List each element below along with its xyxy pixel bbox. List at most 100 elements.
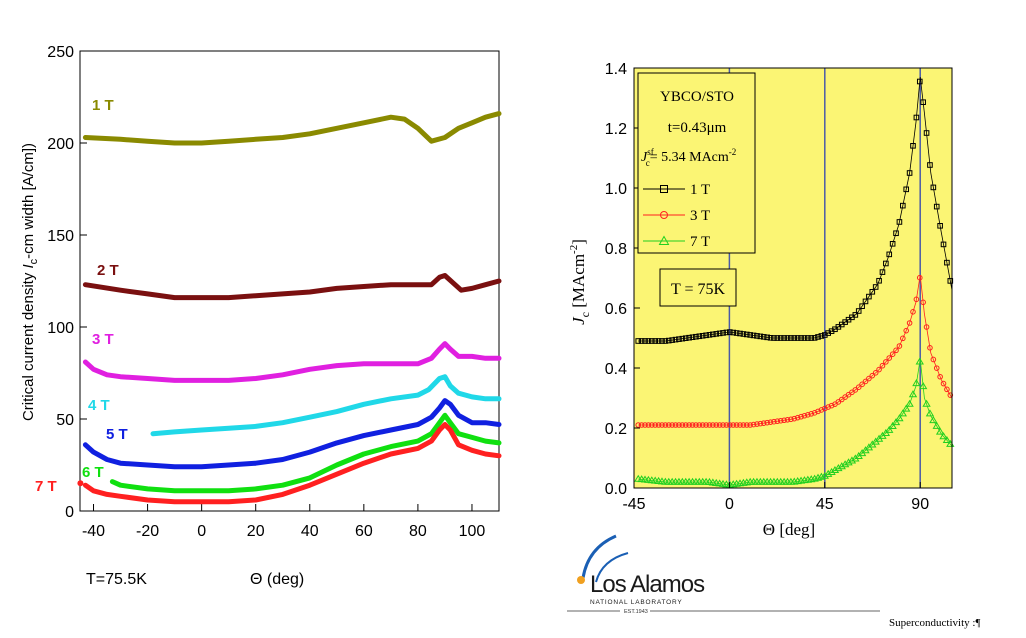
logo-established: EST.1943 <box>624 609 648 615</box>
right-data-point <box>820 471 829 479</box>
right-data-point <box>798 335 804 341</box>
right-data-point <box>923 324 930 330</box>
left-y-axis-label: Critical current density Ic-cm width [A/… <box>20 143 40 421</box>
right-data-point <box>676 422 682 428</box>
right-data-point <box>947 392 954 398</box>
right-data-point <box>906 320 913 326</box>
right-data-point <box>754 421 760 427</box>
logo-name: Los Alamos <box>590 571 705 598</box>
right-data-point <box>929 416 938 424</box>
right-data-point <box>658 235 670 245</box>
logo-emblem-icon <box>577 534 629 584</box>
right-data-point <box>662 338 669 344</box>
right-data-point <box>669 422 675 428</box>
right-data-point <box>893 347 899 354</box>
right-chart: 0.0 0.2 0.4 0.6 0.8 1.0 1.2 1.4 -45 0 45 90 YBCO/S… <box>568 61 955 539</box>
right-data-point <box>713 331 720 337</box>
right-data-point <box>682 422 689 428</box>
right-x-tick-label: -45 <box>622 496 645 513</box>
right-data-point <box>930 184 937 191</box>
right-data-point <box>940 241 947 248</box>
right-series-markers <box>635 274 954 428</box>
right-data-point <box>649 422 655 428</box>
right-data-point <box>777 417 784 424</box>
right-data-point <box>706 422 713 428</box>
left-series <box>77 111 502 505</box>
right-data-point <box>730 422 737 428</box>
right-x-tick-label: 90 <box>911 496 929 513</box>
right-data-point <box>811 335 818 341</box>
right-data-point <box>844 458 853 466</box>
left-series-line <box>82 422 502 505</box>
right-data-point <box>764 419 770 426</box>
right-data-point <box>872 370 879 376</box>
right-data-point <box>665 422 672 428</box>
right-data-point <box>794 414 801 421</box>
right-data-point <box>933 203 940 210</box>
right-x-ticks: -45 0 45 90 <box>622 482 929 513</box>
right-data-point <box>940 380 947 387</box>
right-data-point <box>885 425 894 433</box>
right-data-point <box>869 289 876 295</box>
right-data-point <box>935 427 945 435</box>
right-data-point <box>679 422 686 428</box>
right-data-point <box>923 130 930 136</box>
left-x-ticks: -40 -20 0 20 40 60 80 100 <box>82 504 485 540</box>
right-data-point <box>747 422 753 428</box>
legend-entry-label: 7 T <box>690 234 710 250</box>
right-data-point <box>862 378 869 385</box>
legend-entry-label: 1 T <box>690 182 710 198</box>
right-data-point <box>696 422 703 428</box>
left-series-label: 4 T <box>88 397 110 414</box>
right-data-point <box>900 202 906 209</box>
right-data-point <box>818 333 825 339</box>
right-data-point <box>740 331 747 337</box>
right-data-point <box>947 278 954 284</box>
right-data-point <box>682 335 689 341</box>
legend-self-field-jc: Jsf c= 5.34 MAcm-2 <box>641 147 736 168</box>
right-data-point <box>903 186 910 193</box>
left-series-label: 7 T <box>35 478 57 495</box>
right-data-point <box>912 379 921 387</box>
right-data-point <box>920 299 926 306</box>
right-data-point <box>760 334 767 340</box>
right-y-tick-label: 0.2 <box>605 421 627 438</box>
left-y-tick-label: 200 <box>47 136 74 153</box>
logo-arc <box>581 534 617 579</box>
temperature-box <box>659 268 737 307</box>
right-data-point <box>828 402 835 409</box>
right-data-point <box>754 333 760 339</box>
right-y-ticks: 0.0 0.2 0.4 0.6 0.8 1.0 1.2 1.4 <box>605 61 640 498</box>
right-data-point <box>898 409 907 417</box>
right-data-point <box>659 422 665 428</box>
right-data-point <box>672 422 679 428</box>
left-series-line <box>82 111 502 146</box>
right-data-point <box>908 390 918 398</box>
right-data-point <box>798 413 804 420</box>
right-data-point <box>944 259 950 266</box>
right-data-point <box>710 331 716 338</box>
right-data-point <box>723 422 730 428</box>
right-data-point <box>720 330 726 336</box>
right-data-point <box>750 421 757 428</box>
right-data-point <box>659 338 665 344</box>
right-data-point <box>913 114 920 121</box>
right-data-point <box>913 296 920 303</box>
right-data-point <box>699 422 706 428</box>
right-data-point <box>791 415 798 422</box>
left-series-label: 3 T <box>92 331 114 348</box>
right-data-point <box>918 382 928 390</box>
left-series-line <box>82 398 502 470</box>
right-data-point <box>713 422 720 428</box>
right-data-point <box>927 162 933 168</box>
right-data-point <box>811 410 818 416</box>
right-data-point <box>642 338 648 344</box>
right-y-tick-label: 1.4 <box>605 61 627 78</box>
right-data-point <box>788 335 794 341</box>
left-series-line <box>82 273 502 301</box>
right-data-point <box>781 335 787 341</box>
right-data-point <box>903 327 910 334</box>
right-data-point <box>669 337 675 343</box>
right-data-point <box>876 277 882 284</box>
left-x-tick-label: 0 <box>197 523 206 540</box>
